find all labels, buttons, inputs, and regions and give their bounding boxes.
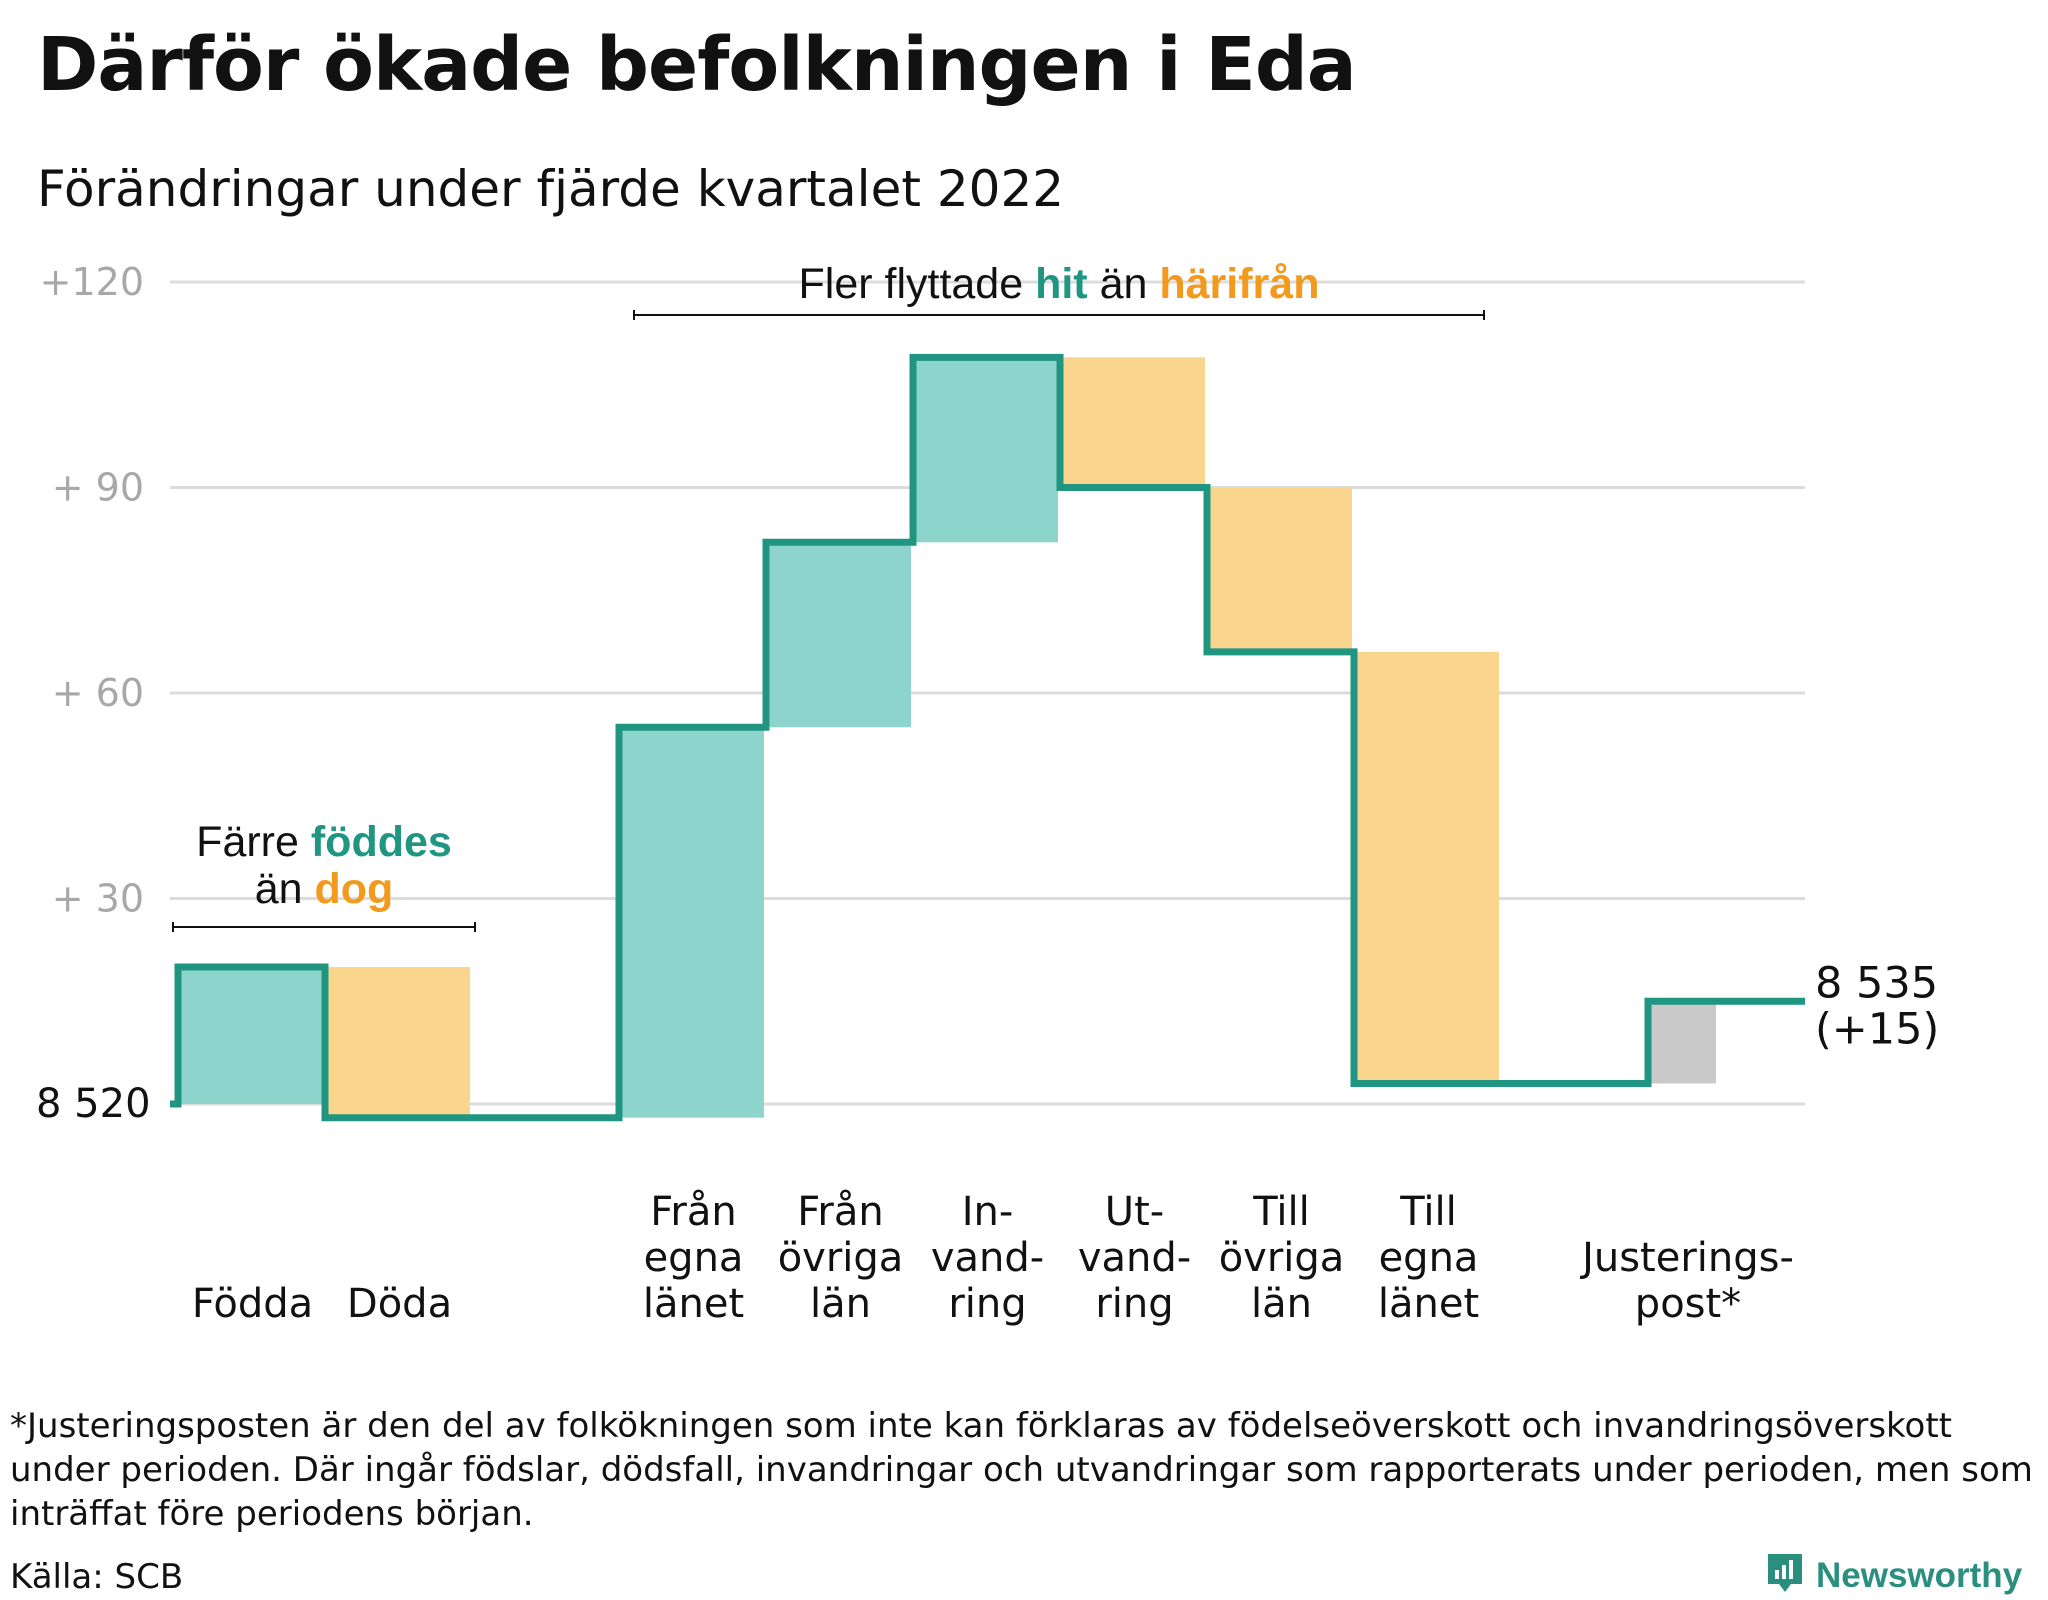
footnote: *Justeringsposten är den del av folkökni… — [10, 1406, 2033, 1534]
end-change-label: (+15) — [1815, 1004, 1939, 1054]
category-label: Födda — [192, 1281, 313, 1327]
y-tick-label: + 60 — [52, 671, 144, 715]
category-label: Justerings- — [1579, 1235, 1794, 1281]
category-label: egna — [644, 1235, 744, 1281]
chart-title: Därför ökade befolkningen i Eda — [37, 22, 1357, 108]
waterfall-bar — [1060, 357, 1205, 488]
annotation-segment: föddes — [311, 818, 452, 866]
category-label: län — [1251, 1281, 1312, 1327]
waterfall-bar — [1354, 651, 1499, 1084]
annotation-segment: härifrån — [1159, 260, 1319, 308]
waterfall-bar — [1207, 487, 1352, 652]
annotation-segment: Färre — [196, 818, 311, 866]
y-tick-label: + 90 — [52, 466, 144, 510]
waterfall-bar — [325, 967, 470, 1118]
category-label: Ut- — [1105, 1189, 1164, 1235]
annotation-segment: dog — [314, 865, 393, 913]
annotation-segment: än — [1088, 260, 1160, 308]
waterfall-bar — [619, 727, 764, 1118]
chart-subtitle: Förändringar under fjärde kvartalet 2022 — [37, 160, 1065, 218]
y-tick-label: + 30 — [52, 877, 144, 921]
category-label: Från — [797, 1189, 883, 1235]
annotation-segment: hit — [1035, 260, 1088, 308]
waterfall-bar — [178, 967, 323, 1104]
cumulative-step-line — [170, 353, 1805, 1122]
category-label: länet — [643, 1281, 744, 1327]
category-label: ring — [1095, 1281, 1173, 1327]
category-label: ring — [948, 1281, 1026, 1327]
annotation-text: än dog — [255, 865, 394, 913]
category-label: vand- — [931, 1235, 1044, 1281]
baseline-value-label: 8 520 — [36, 1081, 151, 1127]
newsworthy-brand: Newsworthy — [1766, 1552, 2022, 1600]
source-label: Källa: SCB — [10, 1557, 184, 1597]
category-label: länet — [1378, 1281, 1479, 1327]
category-label: övriga — [1219, 1235, 1345, 1281]
category-label: vand- — [1078, 1235, 1191, 1281]
waterfall-bar — [766, 542, 911, 728]
category-label: Från — [650, 1189, 736, 1235]
category-label: post* — [1635, 1281, 1741, 1327]
waterfall-bar — [1648, 1001, 1716, 1084]
category-label: Döda — [347, 1281, 452, 1327]
category-label: In- — [962, 1189, 1014, 1235]
newsworthy-logo-icon — [1766, 1552, 1804, 1600]
waterfall-bar — [913, 357, 1058, 543]
category-label: egna — [1379, 1235, 1479, 1281]
category-label: län — [810, 1281, 871, 1327]
y-tick-label: +120 — [40, 260, 144, 304]
annotation-text: Fler flyttade hit än härifrån — [799, 260, 1320, 308]
end-value-label: 8 535 — [1815, 958, 1938, 1008]
category-label: Till — [1252, 1189, 1310, 1235]
annotation-segment: Fler flyttade — [799, 260, 1036, 308]
annotation-segment: än — [255, 865, 315, 913]
brand-name: Newsworthy — [1816, 1556, 2023, 1595]
category-label: Till — [1399, 1189, 1457, 1235]
category-label: övriga — [778, 1235, 904, 1281]
annotation-text: Färre föddes — [196, 818, 452, 866]
